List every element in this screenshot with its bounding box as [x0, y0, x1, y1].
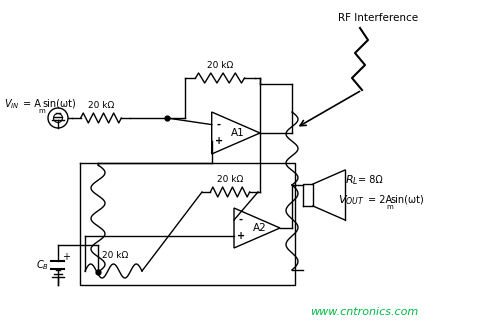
- Text: $V_{OUT}$: $V_{OUT}$: [338, 193, 365, 207]
- Text: 20 kΩ: 20 kΩ: [102, 250, 128, 260]
- Text: 20 kΩ: 20 kΩ: [207, 62, 233, 70]
- Text: = 2A: = 2A: [368, 195, 392, 205]
- Text: -: -: [239, 215, 243, 225]
- Text: RF Interference: RF Interference: [338, 13, 418, 23]
- Text: $V_{IN}$: $V_{IN}$: [4, 97, 20, 111]
- Text: m: m: [38, 108, 45, 114]
- Text: $C_B$: $C_B$: [36, 258, 50, 272]
- Text: +: +: [62, 252, 70, 262]
- Text: = 8Ω: = 8Ω: [358, 175, 383, 185]
- Text: = A: = A: [23, 99, 41, 109]
- Text: www.cntronics.com: www.cntronics.com: [310, 307, 418, 317]
- Text: A2: A2: [252, 223, 266, 233]
- Text: 20 kΩ: 20 kΩ: [217, 175, 243, 185]
- Text: m: m: [386, 204, 393, 210]
- Text: +: +: [237, 231, 245, 241]
- Text: -: -: [217, 120, 220, 130]
- Text: $R_L$: $R_L$: [345, 173, 358, 187]
- Text: sin(ωt): sin(ωt): [42, 99, 76, 109]
- Text: 20 kΩ: 20 kΩ: [88, 100, 114, 110]
- Text: +: +: [215, 137, 223, 146]
- Text: A1: A1: [231, 128, 245, 138]
- Text: sin(ωt): sin(ωt): [390, 195, 424, 205]
